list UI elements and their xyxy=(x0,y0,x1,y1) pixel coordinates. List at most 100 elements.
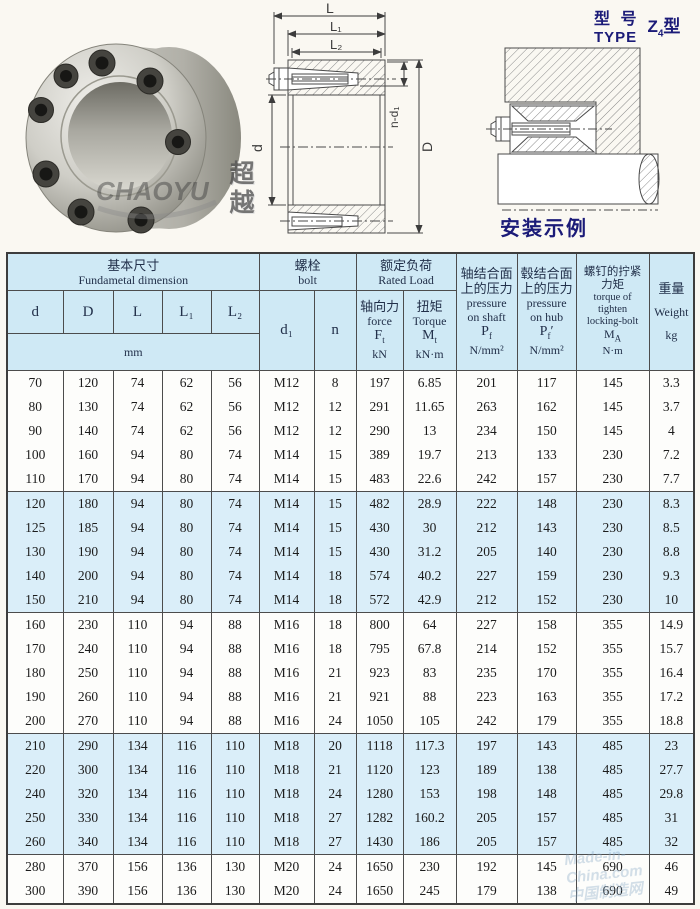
table-cell: 290 xyxy=(355,419,404,443)
table-cell: 1650 xyxy=(355,879,404,904)
table-cell: 74 xyxy=(210,467,260,492)
table-cell: 263 xyxy=(455,395,518,419)
table-cell: 240 xyxy=(62,637,114,661)
table-cell: 9.3 xyxy=(648,564,695,588)
header-dim-group: 基本尺寸 Fundametal dimension xyxy=(6,252,260,291)
table-cell: 40.2 xyxy=(402,564,457,588)
table-cell: 116 xyxy=(161,758,212,782)
table-cell: 230 xyxy=(575,564,650,588)
table-cell: 74 xyxy=(210,491,260,516)
table-cell: 186 xyxy=(402,830,457,855)
installation-caption: 安装示例 xyxy=(500,218,588,240)
spec-table: 基本尺寸 Fundametal dimension 螺栓 bolt 额定负荷 R… xyxy=(6,252,696,905)
header-col-L2: L₂ xyxy=(210,290,260,334)
table-cell: 94 xyxy=(112,588,163,613)
table-cell: 340 xyxy=(62,830,114,855)
table-row: 180 250 110 94 88 M16 21 923 83 235 170 355 16.4 xyxy=(6,661,695,685)
header-axial-force: 轴向力 force Ft kN xyxy=(355,290,404,371)
table-cell: 30 xyxy=(402,516,457,540)
table-cell: 27.7 xyxy=(648,758,695,782)
table-cell: 134 xyxy=(112,806,163,830)
table-cell: 130 xyxy=(210,879,260,904)
header-pressure-shaft: 轴结合面 上的压力 pressure on shaft Pf N/mm² xyxy=(455,252,518,371)
table-cell: 1050 xyxy=(355,709,404,734)
table-cell: 152 xyxy=(516,637,577,661)
header-unit-mm: mm xyxy=(6,333,260,371)
table-cell: 250 xyxy=(62,661,114,685)
table-cell: 198 xyxy=(455,782,518,806)
table-cell: 212 xyxy=(455,588,518,613)
table-row: 90 140 74 62 56 M12 12 290 13 234 150 145 4 xyxy=(6,419,695,443)
table-cell: 94 xyxy=(161,637,212,661)
table-cell: 800 xyxy=(355,612,404,637)
table-cell: 230 xyxy=(575,516,650,540)
ring-bore xyxy=(68,82,172,190)
header-torque: 扭矩 Torque Mt kN·m xyxy=(402,290,457,371)
table-cell: 110 xyxy=(112,709,163,734)
table-cell: 24 xyxy=(313,782,357,806)
table-cell: 923 xyxy=(355,661,404,685)
table-cell: 210 xyxy=(62,588,114,613)
table-cell: 94 xyxy=(161,661,212,685)
table-cell: 223 xyxy=(455,685,518,709)
table-cell: 270 xyxy=(62,709,114,734)
table-cell: 24 xyxy=(313,879,357,904)
table-cell: 116 xyxy=(161,830,212,855)
table-cell: 280 xyxy=(6,854,64,879)
table-cell: 94 xyxy=(161,612,212,637)
dim-label-L1: L₁ xyxy=(330,19,342,34)
table-cell: 140 xyxy=(62,419,114,443)
table-cell: 19.7 xyxy=(402,443,457,467)
table-row: 260 340 134 116 110 M18 27 1430 186 205 157 485 32 xyxy=(6,830,695,855)
table-cell: 125 xyxy=(6,516,64,540)
table-cell: 242 xyxy=(455,709,518,734)
table-cell: 18 xyxy=(313,637,357,661)
photo-watermark-swoosh xyxy=(97,199,217,220)
header-load-group: 额定负荷 Rated Load xyxy=(355,252,457,291)
table-cell: 133 xyxy=(516,443,577,467)
table-cell: 245 xyxy=(402,879,457,904)
table-cell: 192 xyxy=(455,854,518,879)
table-cell: 10 xyxy=(648,588,695,613)
header-bolt-torque: 螺钉的拧紧 力矩 torque of tighten locking-bolt … xyxy=(575,252,650,371)
table-cell: 355 xyxy=(575,612,650,637)
table-cell: M14 xyxy=(258,467,315,492)
table-cell: 116 xyxy=(161,806,212,830)
table-cell: 80 xyxy=(161,588,212,613)
table-cell: 140 xyxy=(516,540,577,564)
table-cell: 56 xyxy=(210,370,260,395)
table-cell: 15 xyxy=(313,540,357,564)
table-cell: 4 xyxy=(648,419,695,443)
table-cell: 18 xyxy=(313,564,357,588)
header-col-d: d xyxy=(6,290,64,334)
spec-table-header: 基本尺寸 Fundametal dimension 螺栓 bolt 额定负荷 R… xyxy=(6,252,695,371)
table-cell: 389 xyxy=(355,443,404,467)
table-cell: 62 xyxy=(161,419,212,443)
table-cell: 20 xyxy=(313,733,357,758)
table-cell: M12 xyxy=(258,370,315,395)
installation-diagram xyxy=(472,44,674,216)
table-cell: 145 xyxy=(575,370,650,395)
table-cell: 190 xyxy=(6,685,64,709)
table-cell: M18 xyxy=(258,830,315,855)
table-cell: 21 xyxy=(313,685,357,709)
table-cell: 214 xyxy=(455,637,518,661)
table-cell: 94 xyxy=(112,491,163,516)
table-cell: 162 xyxy=(516,395,577,419)
table-cell: 94 xyxy=(161,685,212,709)
cross-section-svg: L L₁ L₂ d D n-d₁ xyxy=(249,0,435,234)
table-cell: 152 xyxy=(516,588,577,613)
table-row: 80 130 74 62 56 M12 12 291 11.65 263 162 145 3.7 xyxy=(6,395,695,419)
table-cell: 230 xyxy=(575,540,650,564)
table-cell: 213 xyxy=(455,443,518,467)
table-cell: 110 xyxy=(210,782,260,806)
header-col-L: L xyxy=(112,290,163,334)
dim-label-nd1: n-d₁ xyxy=(387,107,401,128)
table-cell: 250 xyxy=(6,806,64,830)
table-cell: M20 xyxy=(258,879,315,904)
table-cell: 110 xyxy=(210,758,260,782)
table-cell: 180 xyxy=(62,491,114,516)
table-cell: 205 xyxy=(455,806,518,830)
table-cell: 485 xyxy=(575,733,650,758)
spec-table-body: 70 120 74 62 56 M12 8 197 6.85 201 117 145 3.3 80 130 7… xyxy=(6,370,695,904)
